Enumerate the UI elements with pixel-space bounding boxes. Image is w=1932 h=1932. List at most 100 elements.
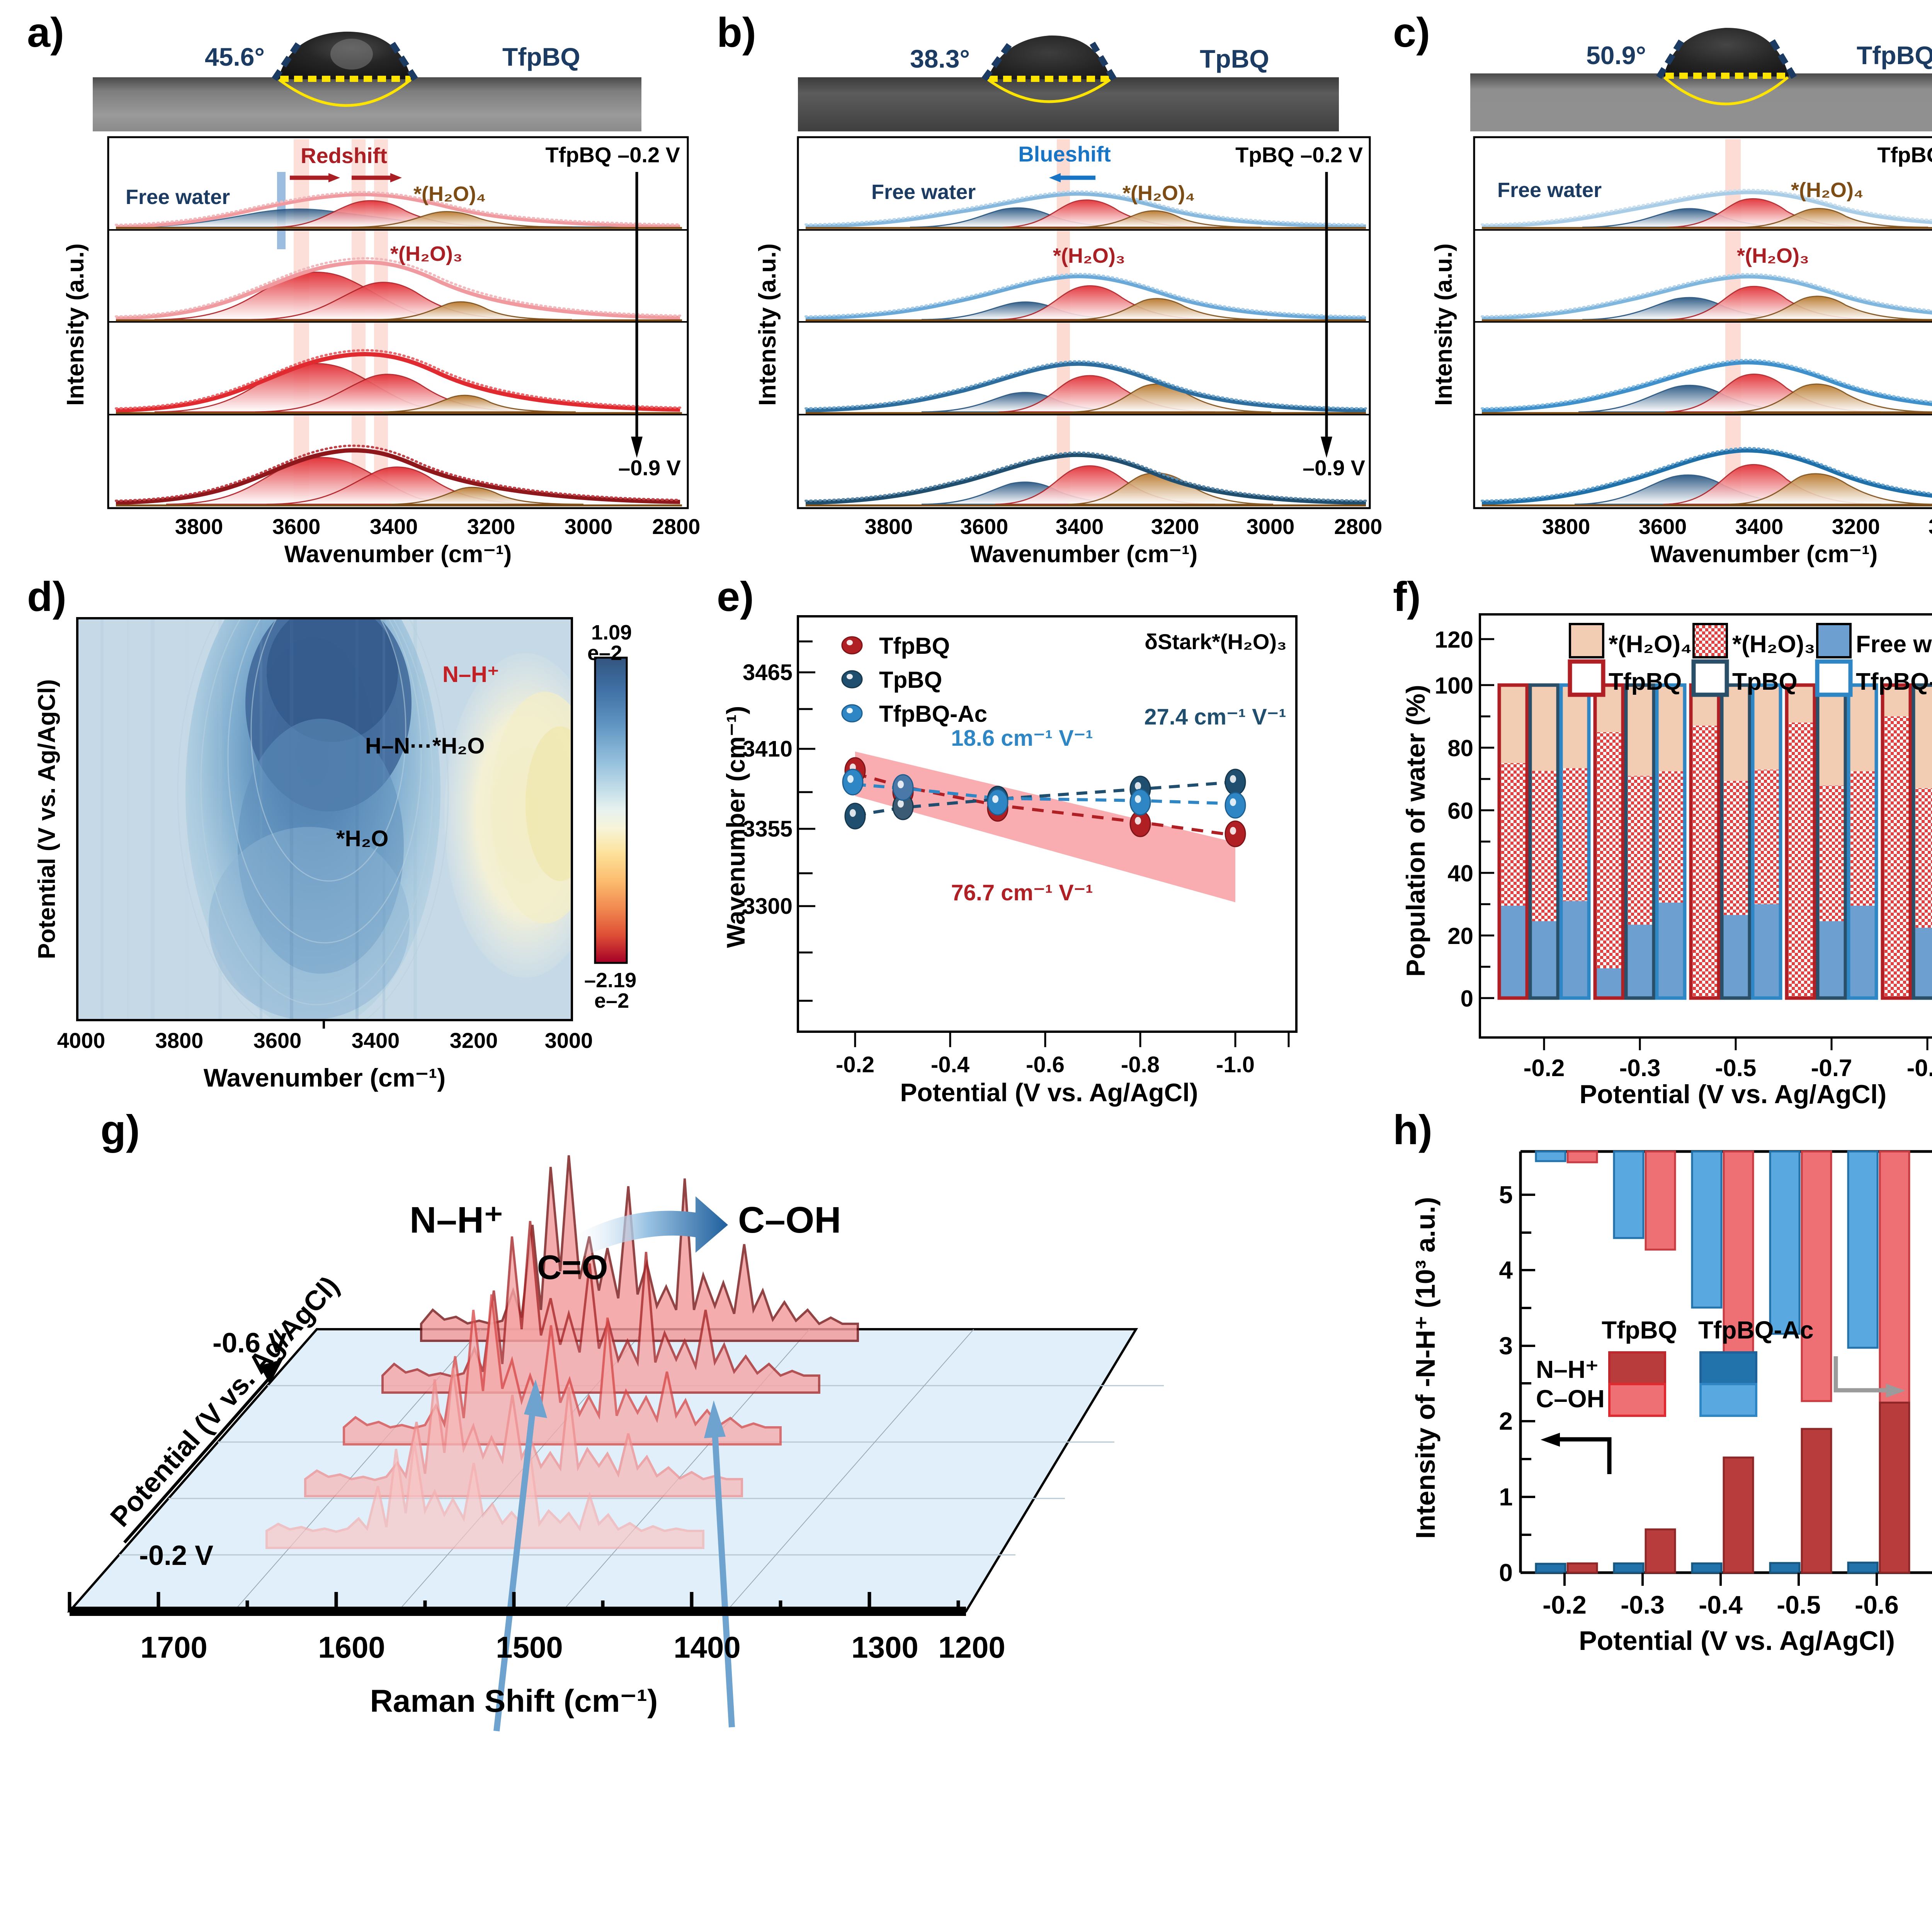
panel-h: h) 0 1 2 3 4 5 (1393, 1109, 1932, 1712)
panel-h-legend-row-nh: N–H⁺ (1536, 1355, 1599, 1383)
panel-d-contour-chart: N–H⁺ H–N···*H₂O *H₂O 1.09 e–2 –2.19 e–2 … (34, 617, 636, 1092)
panel-b-contact-angle-image: 38.3° TpBQ (798, 35, 1339, 131)
panel-b-blueshift-label: Blueshift (1018, 142, 1111, 166)
panel-g-arrow-nh (493, 1398, 537, 1731)
panel-c-angle-label: 50.9° (1586, 41, 1646, 70)
panel-a-angle-label: 45.6° (205, 43, 265, 71)
panel-d-label: d) (27, 573, 66, 620)
panel-h-legend: TfpBQ TfpBQ-Ac N–H⁺ C–OH (1536, 1316, 1814, 1417)
panel-f-bars (1497, 683, 1932, 1000)
panel-a-redshift-label: Redshift (301, 143, 387, 168)
panel-f-yaxis-label: Population of water (%) (1401, 685, 1430, 977)
panel-e-slope-tpbq: 27.4 cm⁻¹ V⁻¹ (1144, 704, 1286, 730)
panel-h-yaxis-left-label: Intensity of -N-H⁺ (10³ a.u.) (1410, 1197, 1440, 1539)
panel-e-ytick-3465: 3465 (743, 660, 793, 685)
panel-e-xtick-0: -0.2 (836, 1052, 874, 1077)
panel-h-legend-col-tfpbqac: TfpBQ-Ac (1698, 1316, 1814, 1344)
panel-d-colorbar-min: –2.19 (584, 969, 636, 992)
panel-g-xaxis-label: Raman Shift (cm⁻¹) (370, 1684, 658, 1719)
panel-g-depth-arrow (123, 1372, 275, 1544)
panel-e-yaxis-label: Wavenumber (cm⁻¹) (721, 706, 750, 948)
panel-f-legend: *(H₂O)₄ *(H₂O)₃ Free water TfpBQ TpBQ Tf… (1568, 623, 1932, 697)
panel-g-annotation-co: C=O (537, 1248, 608, 1286)
panel-h-left-ytick-1: 1 (1499, 1483, 1513, 1511)
panel-f-legend-h2o3: *(H₂O)₃ (1732, 631, 1815, 658)
panel-a-yaxis-label: Intensity (a.u.) (62, 243, 89, 406)
panel-c-xtick-3: 3200 (1832, 514, 1880, 539)
panel-d-annotation-hn-h2o: H–N···*H₂O (365, 733, 485, 759)
panel-b: b) 38.3° TpBQ (717, 4, 1389, 568)
panel-g-annotation-coh: C–OH (738, 1199, 841, 1241)
panel-g-trace-m06 (420, 1155, 859, 1342)
panel-d-xtick-4: 3200 (450, 1028, 498, 1053)
panel-f-xtick-3: -0.7 (1811, 1055, 1852, 1082)
panel-f-ytick-120: 120 (1435, 627, 1473, 653)
panel-b-spectra-chart: TpBQ –0.2 V Blueshift Free water *(H₂O)₄… (754, 136, 1382, 568)
panel-a-top-label: TfpBQ –0.2 V (545, 143, 680, 167)
panel-f-population-chart: 0 20 40 60 80 100 120 (1401, 613, 1932, 1109)
panel-a: a) 45.6° TfpBQ (23, 4, 711, 568)
panel-e-stark-note: δStark*(H₂O)₃ (1145, 629, 1287, 654)
panel-d-colorbar-max-exp: e–2 (587, 641, 622, 665)
panel-c-xaxis-label: Wavenumber (cm⁻¹) (1650, 541, 1878, 568)
panel-b-label: b) (717, 9, 756, 56)
panel-a-xtick-2: 3400 (370, 514, 418, 539)
panel-g-xtick-1: 1600 (318, 1630, 385, 1664)
panel-g-transition-arrow (579, 1196, 728, 1259)
panel-c-yaxis-label: Intensity (a.u.) (1430, 243, 1457, 406)
panel-g-arrow-coh (711, 1418, 735, 1728)
panel-d-xtick-2: 3600 (253, 1028, 302, 1053)
panel-a-contact-angle-image: 45.6° TfpBQ (93, 31, 641, 131)
panel-c-xtick-4: 3000 (1929, 514, 1932, 539)
panel-d-colorbar-min-exp: e–2 (594, 989, 629, 1012)
panel-c-free-water-label: Free water (1497, 179, 1602, 202)
panel-e-tfpbq-band (855, 752, 1235, 902)
panel-e-ytick-3300: 3300 (743, 894, 793, 919)
panel-f-xtick-2: -0.5 (1715, 1055, 1757, 1082)
panel-e-ytick-3355: 3355 (743, 816, 793, 842)
panel-a-xaxis-label: Wavenumber (cm⁻¹) (284, 541, 512, 568)
panel-h-xtick-0: -0.2 (1543, 1590, 1587, 1619)
panel-b-xtick-1: 3600 (960, 514, 1009, 539)
panel-g-waterfall-chart: N–H⁺ C–OH C=O -0.2 V -0.6 V Potential (V… (67, 1155, 1164, 1731)
panel-f-legend-tpbq: TpBQ (1732, 668, 1798, 695)
panel-b-h2o3-label: *(H₂O)₃ (1053, 244, 1125, 267)
panel-g-xtick-4: 1300 (851, 1630, 918, 1664)
panel-d-xtick-0: 4000 (57, 1028, 105, 1053)
panel-g-trace-m02 (265, 1441, 704, 1549)
panel-b-xaxis-label: Wavenumber (cm⁻¹) (970, 541, 1198, 568)
panel-f-xtick-4: -0.9 (1907, 1055, 1932, 1082)
panel-e-xtick-2: -0.6 (1026, 1052, 1065, 1077)
panel-a-xtick-5: 2800 (652, 514, 701, 539)
panel-g-xtick-2: 1500 (496, 1630, 563, 1664)
panel-a-bottom-label: –0.9 V (618, 456, 681, 480)
panel-h-xtick-3: -0.5 (1777, 1590, 1821, 1619)
panel-h-bars (1535, 1150, 1910, 1574)
panel-f-ytick-40: 40 (1447, 861, 1473, 886)
panel-c-xtick-2: 3400 (1735, 514, 1784, 539)
panel-c-label: c) (1393, 9, 1430, 56)
panel-e-xaxis-label: Potential (V vs. Ag/AgCl) (900, 1078, 1198, 1107)
panel-c-contact-angle-image: 50.9° TfpBQ-Ac (1470, 27, 1932, 131)
panel-a-xtick-0: 3800 (175, 514, 223, 539)
panel-a-free-water-label: Free water (126, 185, 230, 209)
panel-e-xtick-1: -0.4 (931, 1052, 969, 1077)
panel-a-xtick-1: 3600 (272, 514, 321, 539)
panel-b-h2o4-label: *(H₂O)₄ (1122, 182, 1195, 205)
panel-a-label: a) (27, 9, 65, 56)
panel-e-slope-tfpbqac: 18.6 cm⁻¹ V⁻¹ (951, 726, 1093, 751)
panel-d-xtick-3: 3400 (352, 1028, 400, 1053)
panel-d: d) (23, 576, 711, 1113)
panel-e-ytick-3410: 3410 (743, 736, 793, 762)
panel-b-xtick-3: 3200 (1151, 514, 1199, 539)
panel-h-xtick-2: -0.4 (1699, 1590, 1743, 1619)
panel-c-h2o3-label: *(H₂O)₃ (1737, 244, 1809, 267)
panel-d-xaxis-label: Wavenumber (cm⁻¹) (204, 1063, 446, 1092)
panel-d-annotation-h2o: *H₂O (336, 826, 388, 851)
panel-a-xtick-4: 3000 (565, 514, 613, 539)
panel-e-data-points (842, 757, 1246, 847)
panel-c-xtick-0: 3800 (1542, 514, 1590, 539)
panel-f-legend-tfpbqac: TfpBQ-Ac (1856, 668, 1932, 695)
panel-b-bottom-label: –0.9 V (1303, 456, 1365, 480)
panel-f-legend-tfpbq: TfpBQ (1609, 668, 1682, 695)
